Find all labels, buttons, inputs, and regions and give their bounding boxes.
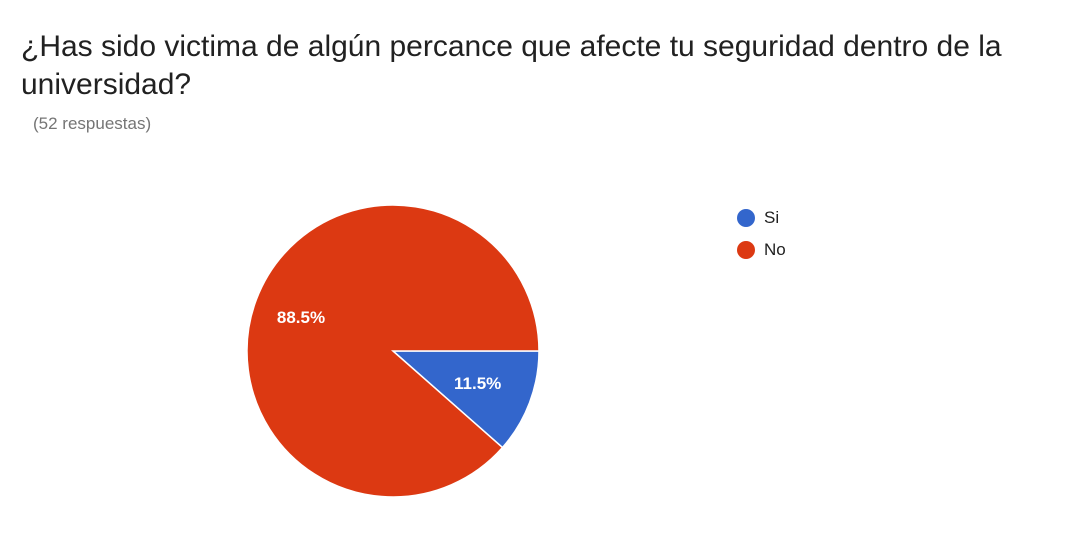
chart-legend: Si No — [737, 202, 786, 266]
legend-label-no: No — [764, 240, 786, 259]
legend-swatch-no — [737, 241, 755, 259]
slice-label-no: 88.5% — [277, 308, 325, 327]
legend-label-si: Si — [764, 208, 780, 227]
slice-label-si: 11.5% — [454, 374, 501, 393]
legend-item-si[interactable]: Si — [737, 202, 786, 234]
legend-swatch-si — [737, 209, 755, 227]
question-title: ¿Has sido victima de algún percance que … — [21, 30, 1002, 101]
pie-slice-si[interactable] — [391, 350, 540, 449]
pie-slice-no[interactable] — [246, 204, 540, 498]
response-count: (52 respuestas) — [33, 114, 152, 133]
legend-item-no[interactable]: No — [737, 234, 786, 266]
